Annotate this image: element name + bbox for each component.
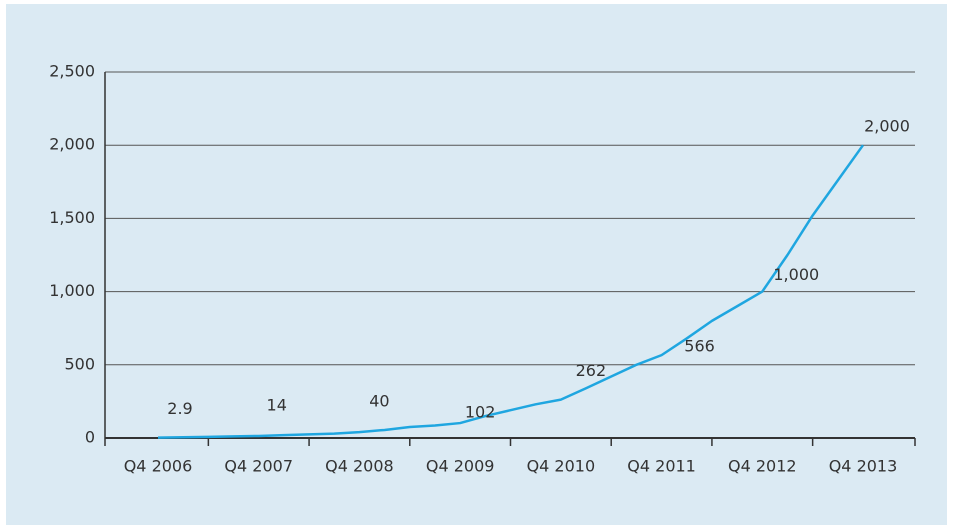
x-tick-label: Q4 2010 <box>527 457 596 476</box>
data-line <box>157 144 865 439</box>
data-label: 2.9 <box>167 399 192 418</box>
y-tick-label: 1,000 <box>49 281 95 300</box>
x-tick-label: Q4 2011 <box>627 457 696 476</box>
y-tick-label: 500 <box>64 354 95 373</box>
y-tick-label: 2,000 <box>49 135 95 154</box>
x-tick-label: Q4 2009 <box>426 457 495 476</box>
x-tick-label: Q4 2007 <box>224 457 293 476</box>
x-tick-label: Q4 2012 <box>728 457 797 476</box>
data-label: 102 <box>465 403 496 422</box>
x-tick-label: Q4 2006 <box>124 457 193 476</box>
y-tick-label: 0 <box>85 428 95 447</box>
x-tick-label: Q4 2013 <box>829 457 898 476</box>
data-label: 262 <box>576 361 607 380</box>
y-tick-label: 2,500 <box>49 62 95 81</box>
data-label: 2,000 <box>864 117 910 136</box>
data-label: 40 <box>369 392 389 411</box>
data-label: 14 <box>267 395 287 414</box>
data-label: 1,000 <box>773 265 819 284</box>
data-label: 566 <box>684 337 715 356</box>
y-tick-label: 1,500 <box>49 208 95 227</box>
x-tick-label: Q4 2008 <box>325 457 394 476</box>
